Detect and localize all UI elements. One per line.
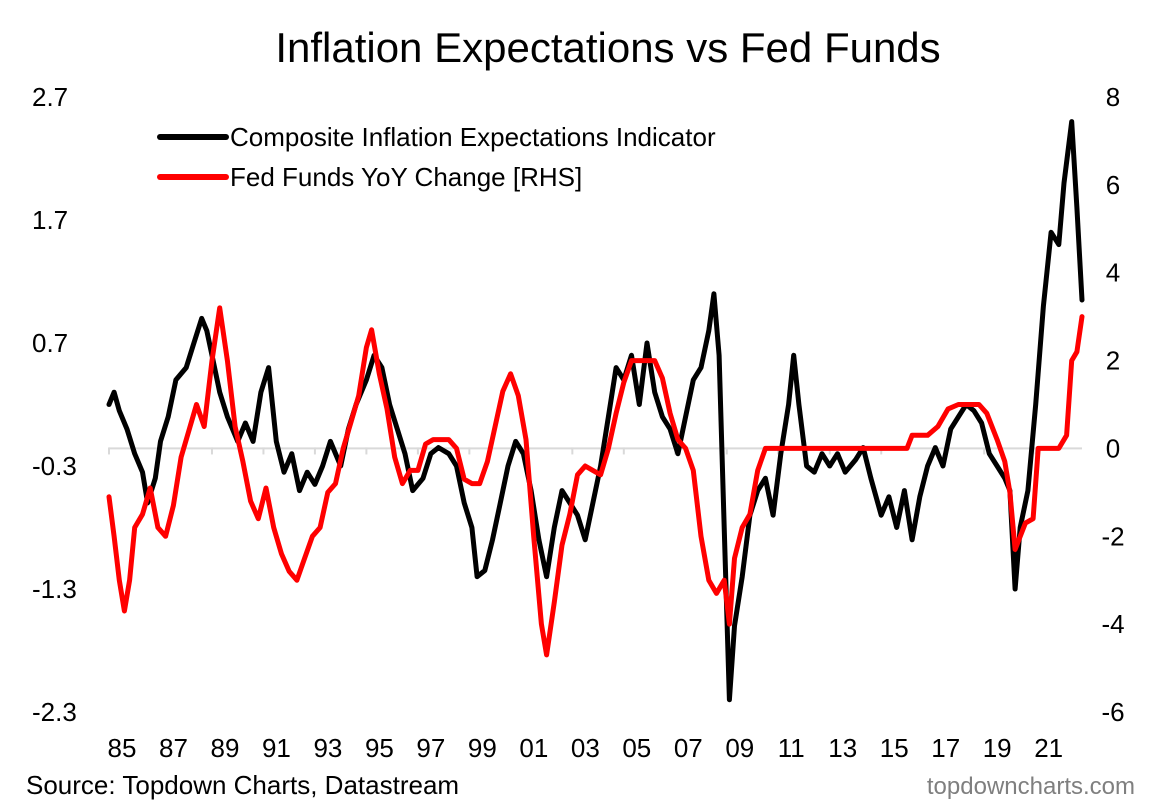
x-tick-label: 19 <box>983 733 1012 763</box>
x-tick-label: 03 <box>571 733 600 763</box>
x-tick-label: 15 <box>880 733 909 763</box>
legend: Composite Inflation Expectations Indicat… <box>157 122 716 192</box>
x-tick-label: 13 <box>828 733 857 763</box>
right-tick-label: 8 <box>1106 82 1120 112</box>
left-tick-label: 2.7 <box>32 82 68 112</box>
legend-label-composite: Composite Inflation Expectations Indicat… <box>230 122 716 152</box>
x-tick-label: 95 <box>365 733 394 763</box>
left-tick-label: -1.3 <box>32 574 77 604</box>
x-tick-label: 21 <box>1034 733 1063 763</box>
right-tick-label: 0 <box>1106 433 1120 463</box>
right-tick-label: 2 <box>1106 346 1120 376</box>
right-axis-ticks: 8 6 4 2 0 -2 -4 -6 <box>1101 82 1124 727</box>
left-axis-ticks: 2.7 1.7 0.7 -0.3 -1.3 -2.3 <box>32 82 77 727</box>
series-layer <box>106 119 1085 703</box>
x-tick-label: 97 <box>416 733 445 763</box>
x-tick-label: 91 <box>262 733 291 763</box>
right-tick-label: 4 <box>1106 258 1120 288</box>
x-tick-label: 05 <box>622 733 651 763</box>
right-tick-label: -2 <box>1101 521 1124 551</box>
x-tick-label: 07 <box>674 733 703 763</box>
x-tick-label: 89 <box>211 733 240 763</box>
x-tick-label: 01 <box>519 733 548 763</box>
series-line-fedfunds <box>106 305 1085 658</box>
x-tick-label: 11 <box>778 733 805 763</box>
left-tick-label: -0.3 <box>32 451 77 481</box>
right-tick-label: 6 <box>1106 170 1120 200</box>
right-tick-label: -4 <box>1101 609 1124 639</box>
series-line-composite <box>106 119 1085 703</box>
source-note: Source: Topdown Charts, Datastream <box>26 770 459 800</box>
x-tick-label: 93 <box>313 733 342 763</box>
left-tick-label: 1.7 <box>32 205 68 235</box>
x-tick-label: 17 <box>931 733 960 763</box>
left-tick-label: 0.7 <box>32 328 68 358</box>
x-tick-label: 87 <box>159 733 188 763</box>
x-axis-ticks: 85 87 89 91 93 95 97 99 01 03 05 07 09 11 13 15 17 19 21 <box>108 733 1064 763</box>
chart-title: Inflation Expectations vs Fed Funds <box>275 24 940 71</box>
x-tick-label: 09 <box>725 733 754 763</box>
legend-label-fedfunds: Fed Funds YoY Change [RHS] <box>230 162 582 192</box>
watermark: topdowncharts.com <box>927 773 1135 800</box>
left-tick-label: -2.3 <box>32 697 77 727</box>
right-tick-label: -6 <box>1101 697 1124 727</box>
x-tick-label: 99 <box>468 733 497 763</box>
x-tick-label: 85 <box>108 733 137 763</box>
